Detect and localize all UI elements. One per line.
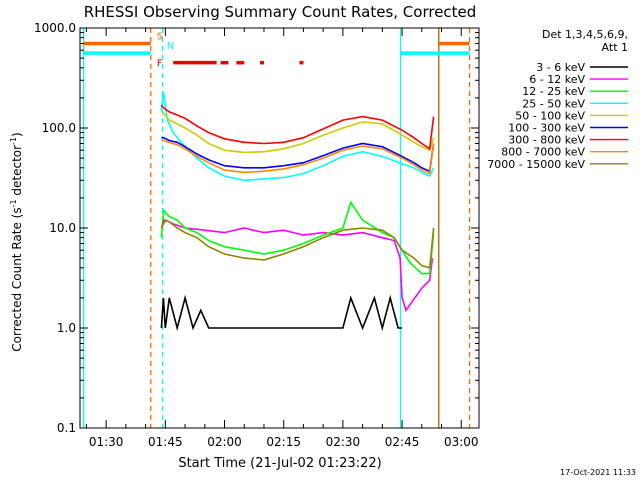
x-axis-label: Start Time (21-Jul-02 01:23:22) xyxy=(178,456,381,471)
x-tick-label: 02:30 xyxy=(326,435,361,449)
timestamp: 17-Oct-2021 11:33 xyxy=(560,468,636,477)
flag-label-s: S xyxy=(157,31,163,42)
flag-label-f: F xyxy=(157,59,163,70)
x-tick-label: 01:45 xyxy=(148,435,183,449)
series-line-7000-15000-kev xyxy=(160,219,435,269)
legend-label-100-300-kev: 100 - 300 keV xyxy=(508,122,585,135)
x-tick-label: 02:00 xyxy=(207,435,242,449)
legend-label-300-800-kev: 300 - 800 keV xyxy=(508,134,585,147)
y-tick-label: 0.1 xyxy=(57,421,76,435)
legend-label-7000-15000-kev: 7000 - 15000 keV xyxy=(487,158,585,171)
x-tick-label: 01:30 xyxy=(89,435,124,449)
x-tick-label: 03:00 xyxy=(444,435,479,449)
legend-header-line2: Att 1 xyxy=(602,41,628,54)
legend-label-25-50-kev: 25 - 50 keV xyxy=(522,97,585,110)
series-line-3-6-kev xyxy=(160,294,403,332)
legend-header-line1: Det 1,3,4,5,6,9, xyxy=(542,28,628,41)
flag-label-n: N xyxy=(167,41,174,52)
legend-label-3-6-kev: 3 - 6 keV xyxy=(536,61,585,74)
legend-label-6-12-kev: 6 - 12 keV xyxy=(529,73,585,86)
plot-frame xyxy=(79,27,480,429)
x-tick-label: 02:45 xyxy=(385,435,420,449)
y-tick-label: 100.0 xyxy=(42,121,76,135)
series-line-6-12-kev xyxy=(160,219,434,313)
y-tick-label: 10.0 xyxy=(49,221,76,235)
series-line-50-100-kev xyxy=(160,109,435,154)
y-tick-label: 1000.0 xyxy=(34,21,76,35)
series-line-800-7000-kev xyxy=(161,139,435,175)
series-line-100-300-kev xyxy=(161,136,435,173)
chart-title: RHESSI Observing Summary Count Rates, Co… xyxy=(84,3,477,21)
series-line-25-50-kev xyxy=(160,91,435,182)
x-tick-label: 02:15 xyxy=(266,435,301,449)
y-tick-label: 1.0 xyxy=(57,321,76,335)
series-line-300-800-kev xyxy=(160,104,435,151)
y-axis-label: Corrected Count Rate (s-1 detector-1) xyxy=(9,132,24,351)
series-line-12-25-kev xyxy=(160,200,435,275)
legend-label-800-7000-kev: 800 - 7000 keV xyxy=(501,146,585,159)
legend-label-12-25-kev: 12 - 25 keV xyxy=(522,85,585,98)
legend-label-50-100-kev: 50 - 100 keV xyxy=(515,109,585,122)
